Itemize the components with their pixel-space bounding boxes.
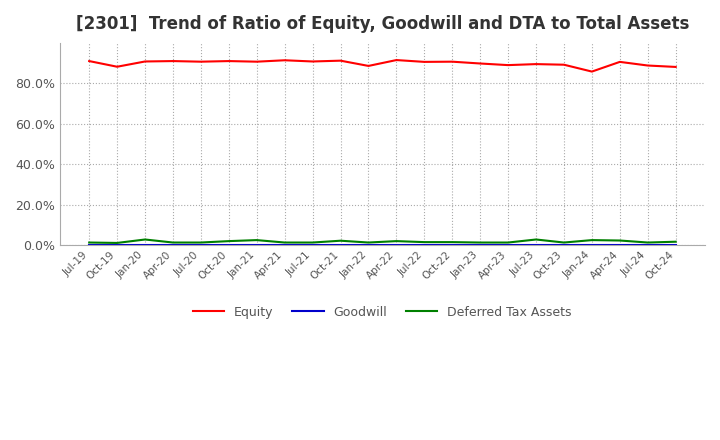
Deferred Tax Assets (280, 240, 289, 245)
Deferred Tax Assets (85, 240, 94, 245)
Equity (364, 63, 373, 69)
Goodwill (280, 242, 289, 248)
Deferred Tax Assets (392, 238, 401, 244)
Deferred Tax Assets (476, 240, 485, 245)
Deferred Tax Assets (197, 240, 205, 245)
Deferred Tax Assets (671, 239, 680, 244)
Goodwill (140, 242, 149, 248)
Goodwill (168, 242, 177, 248)
Equity (253, 59, 261, 64)
Deferred Tax Assets (364, 240, 373, 245)
Title: [2301]  Trend of Ratio of Equity, Goodwill and DTA to Total Assets: [2301] Trend of Ratio of Equity, Goodwil… (76, 15, 689, 33)
Goodwill (197, 242, 205, 248)
Goodwill (225, 242, 233, 248)
Equity (392, 58, 401, 63)
Equity (448, 59, 456, 64)
Goodwill (671, 242, 680, 248)
Goodwill (85, 242, 94, 248)
Deferred Tax Assets (531, 237, 540, 242)
Deferred Tax Assets (588, 238, 596, 243)
Equity (85, 59, 94, 64)
Line: Deferred Tax Assets: Deferred Tax Assets (89, 239, 675, 243)
Equity (671, 64, 680, 70)
Equity (113, 64, 122, 70)
Deferred Tax Assets (616, 238, 624, 243)
Goodwill (616, 242, 624, 248)
Equity (308, 59, 317, 64)
Equity (336, 58, 345, 63)
Legend: Equity, Goodwill, Deferred Tax Assets: Equity, Goodwill, Deferred Tax Assets (188, 301, 577, 323)
Equity (280, 58, 289, 63)
Goodwill (531, 242, 540, 248)
Line: Equity: Equity (89, 60, 675, 72)
Equity (476, 61, 485, 66)
Goodwill (336, 242, 345, 248)
Goodwill (420, 242, 428, 248)
Goodwill (308, 242, 317, 248)
Equity (420, 59, 428, 65)
Goodwill (253, 242, 261, 248)
Equity (504, 62, 513, 68)
Deferred Tax Assets (308, 240, 317, 245)
Deferred Tax Assets (504, 240, 513, 245)
Goodwill (559, 242, 568, 248)
Equity (197, 59, 205, 64)
Deferred Tax Assets (336, 238, 345, 243)
Goodwill (476, 242, 485, 248)
Deferred Tax Assets (559, 240, 568, 245)
Deferred Tax Assets (448, 239, 456, 245)
Goodwill (448, 242, 456, 248)
Goodwill (504, 242, 513, 248)
Deferred Tax Assets (168, 240, 177, 245)
Goodwill (364, 242, 373, 248)
Equity (616, 59, 624, 65)
Goodwill (113, 242, 122, 248)
Deferred Tax Assets (225, 238, 233, 244)
Equity (225, 59, 233, 64)
Deferred Tax Assets (140, 237, 149, 242)
Equity (531, 62, 540, 67)
Goodwill (392, 242, 401, 248)
Goodwill (644, 242, 652, 248)
Equity (168, 59, 177, 64)
Equity (559, 62, 568, 67)
Deferred Tax Assets (253, 238, 261, 243)
Deferred Tax Assets (113, 240, 122, 246)
Equity (644, 63, 652, 68)
Deferred Tax Assets (420, 239, 428, 245)
Goodwill (588, 242, 596, 248)
Equity (140, 59, 149, 64)
Equity (588, 69, 596, 74)
Deferred Tax Assets (644, 240, 652, 245)
